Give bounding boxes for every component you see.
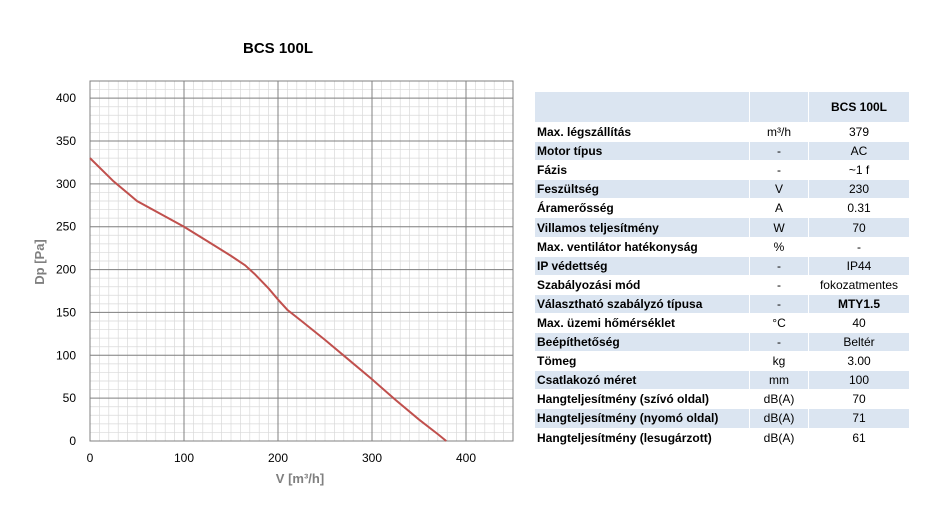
table-row: Tömeg kg 3.00	[534, 351, 910, 372]
row-value: MTY1.5	[808, 293, 910, 314]
row-label: Választható szabályzó típusa	[534, 293, 750, 314]
row-label: IP védettség	[534, 255, 750, 276]
row-label: Hangteljesítmény (szívó oldal)	[534, 389, 750, 410]
row-value: 3.00	[808, 351, 910, 372]
row-label: Beépíthetőség	[534, 332, 750, 353]
row-unit: -	[749, 255, 809, 276]
chart: 0 100 200 300 400 0 50 100 150 200 250 300 350 400 V…	[32, 80, 514, 486]
header-label-cell	[534, 91, 750, 123]
row-value: 100	[808, 370, 910, 391]
row-unit: mm	[749, 370, 809, 391]
minor-grid	[89, 80, 514, 442]
table-row: Fázis - ~1 f	[534, 160, 910, 181]
row-value: AC	[808, 141, 910, 162]
row-label: Áramerősség	[534, 198, 750, 219]
x-tick-labels: 0 100 200 300 400	[87, 451, 477, 465]
row-value: 70	[808, 389, 910, 410]
row-value: 40	[808, 312, 910, 334]
table-row: Max. üzemi hőmérséklet °C 40	[534, 312, 910, 334]
row-label: Hangteljesítmény (nyomó oldal)	[534, 408, 750, 429]
row-value: Beltér	[808, 332, 910, 353]
header-model-cell: BCS 100L	[808, 91, 910, 123]
row-value: 70	[808, 217, 910, 238]
row-unit: A	[749, 198, 809, 219]
row-unit: kg	[749, 351, 809, 372]
x-tick-label: 400	[456, 451, 476, 465]
table-row: Max. ventilátor hatékonyság% -	[534, 236, 910, 257]
header-unit-cell	[749, 91, 809, 123]
table-row: Feszültség V 230	[534, 179, 910, 200]
row-label: Max. ventilátor hatékonyság	[534, 236, 750, 257]
table-row: Szabályozási mód - fokozatmentes	[534, 274, 910, 295]
performance-curve	[89, 157, 447, 442]
row-label: Fázis	[534, 160, 750, 181]
table-row: Max. légszállítás m³/h 379	[534, 121, 910, 143]
row-unit: %	[749, 236, 809, 257]
x-axis-label: V [m³/h]	[276, 471, 324, 486]
row-unit: -	[749, 160, 809, 181]
y-tick-label: 250	[56, 220, 76, 234]
row-unit: m³/h	[749, 121, 809, 143]
x-tick-label: 100	[174, 451, 194, 465]
row-unit: -	[749, 274, 809, 295]
row-label: Csatlakozó méret	[534, 370, 750, 391]
y-tick-label: 150	[56, 305, 76, 319]
row-value: -	[808, 236, 910, 257]
x-tick-label: 0	[87, 451, 94, 465]
table-row: Hangteljesítmény (lesugárzott) dB(A) 61	[534, 427, 910, 448]
table-row: Villamos teljesítmény W 70	[534, 217, 910, 238]
y-tick-label: 400	[56, 91, 76, 105]
table-row: Választható szabályzó típusa - MTY1.5	[534, 293, 910, 314]
y-axis-label: Dp [Pa]	[32, 239, 47, 285]
row-unit: dB(A)	[749, 408, 809, 429]
y-tick-label: 300	[56, 177, 76, 191]
row-value: 230	[808, 179, 910, 200]
row-value: 71	[808, 408, 910, 429]
y-tick-labels: 0 50 100 150 200 250 300 350 400	[56, 91, 76, 448]
table-row: Hangteljesítmény (nyomó oldal) dB(A) 71	[534, 408, 910, 429]
table-row: Csatlakozó méret mm 100	[534, 370, 910, 391]
major-grid	[89, 80, 514, 442]
row-unit: -	[749, 332, 809, 353]
plot-border	[89, 80, 514, 442]
row-label: Szabályozási mód	[534, 274, 750, 295]
y-tick-label: 0	[69, 434, 76, 448]
table-row: IP védettség - IP44	[534, 255, 910, 276]
row-unit: °C	[749, 312, 809, 334]
row-value: ~1 f	[808, 160, 910, 181]
table-row: Beépíthetőség - Beltér	[534, 332, 910, 353]
row-value: IP44	[808, 255, 910, 276]
y-tick-label: 350	[56, 134, 76, 148]
x-tick-label: 200	[268, 451, 288, 465]
y-tick-label: 50	[63, 391, 77, 405]
row-value: 0.31	[808, 198, 910, 219]
row-label: Tömeg	[534, 351, 750, 372]
x-tick-label: 300	[362, 451, 382, 465]
table-row: Áramerősség A 0.31	[534, 198, 910, 219]
table-row: Motor típus - AC	[534, 141, 910, 162]
row-unit: V	[749, 179, 809, 200]
chart-title: BCS 100L	[243, 40, 314, 57]
row-value: 379	[808, 121, 910, 143]
row-label: Max. üzemi hőmérséklet	[534, 312, 750, 334]
y-tick-label: 200	[56, 263, 76, 277]
row-unit: W	[749, 217, 809, 238]
spec-table: BCS 100L Max. légszállítás m³/h 379 Motor tí…	[534, 91, 910, 448]
row-unit: dB(A)	[749, 427, 809, 448]
row-unit: dB(A)	[749, 389, 809, 410]
table-header-row: BCS 100L	[534, 91, 910, 123]
row-value: fokozatmentes	[808, 274, 910, 295]
row-label: Hangteljesítmény (lesugárzott)	[534, 427, 750, 448]
row-unit: -	[749, 293, 809, 314]
y-tick-label: 100	[56, 348, 76, 362]
row-unit: -	[749, 141, 809, 162]
row-label: Feszültség	[534, 179, 750, 200]
row-label: Max. légszállítás	[534, 121, 750, 143]
row-value: 61	[808, 427, 910, 448]
row-label: Motor típus	[534, 141, 750, 162]
table-row: Hangteljesítmény (szívó oldal) dB(A) 70	[534, 389, 910, 410]
row-label: Villamos teljesítmény	[534, 217, 750, 238]
